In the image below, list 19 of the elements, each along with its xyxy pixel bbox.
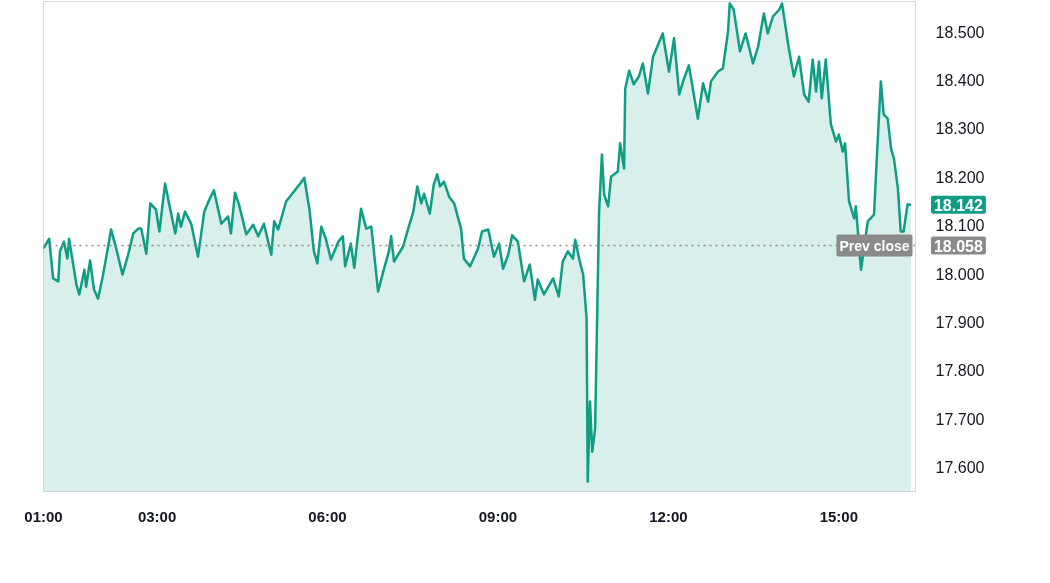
y-tick-label: 17.900 bbox=[935, 314, 985, 332]
annotation: 18.058 bbox=[933, 237, 983, 255]
y-tick-label: 18.200 bbox=[935, 168, 985, 186]
x-tick-label: 06:00 bbox=[308, 507, 347, 525]
annotation: 18.142 bbox=[933, 196, 983, 214]
x-tick-label: 15:00 bbox=[819, 507, 858, 525]
y-tick-label: 18.500 bbox=[935, 23, 985, 41]
y-tick-label: 18.000 bbox=[935, 265, 985, 283]
y-tick-label: 17.700 bbox=[935, 410, 985, 428]
x-tick-label: 01:00 bbox=[24, 507, 63, 525]
y-tick-label: 18.400 bbox=[935, 71, 985, 89]
y-tick-label: 18.300 bbox=[935, 120, 985, 138]
y-tick-label: 17.600 bbox=[935, 459, 985, 477]
ref-line-label: Prev close bbox=[839, 237, 910, 254]
x-tick-label: 12:00 bbox=[649, 507, 688, 525]
y-tick-label: 18.100 bbox=[935, 217, 985, 235]
y-tick-label: 17.800 bbox=[935, 362, 985, 380]
x-tick-label: 09:00 bbox=[478, 507, 518, 525]
x-tick-label: 03:00 bbox=[137, 507, 177, 525]
